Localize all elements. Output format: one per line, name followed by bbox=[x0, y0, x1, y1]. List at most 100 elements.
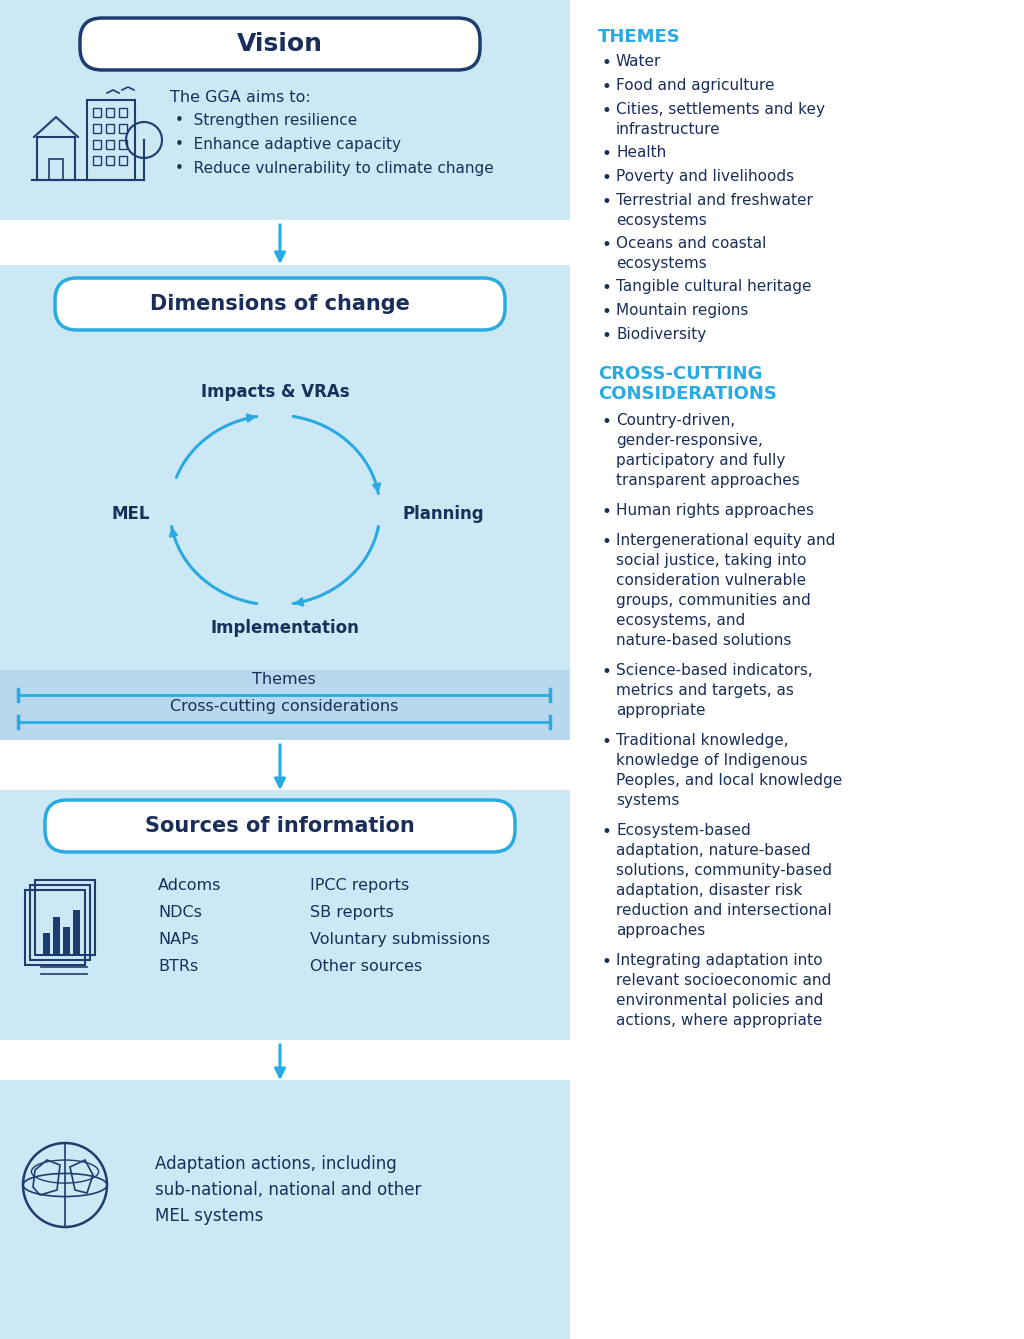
Text: SB reports: SB reports bbox=[310, 905, 394, 920]
Text: •: • bbox=[602, 823, 612, 841]
Bar bbox=[0, 670, 570, 742]
Bar bbox=[30, 885, 90, 960]
Text: Cities, settlements and key: Cities, settlements and key bbox=[616, 102, 825, 116]
Text: Sources of information: Sources of information bbox=[145, 815, 415, 836]
Bar bbox=[106, 141, 114, 149]
Text: •  Enhance adaptive capacity: • Enhance adaptive capacity bbox=[175, 137, 401, 153]
Text: Integrating adaptation into: Integrating adaptation into bbox=[616, 953, 822, 968]
Bar bbox=[119, 108, 127, 116]
Text: •  Strengthen resilience: • Strengthen resilience bbox=[175, 112, 357, 129]
Text: Terrestrial and freshwater: Terrestrial and freshwater bbox=[616, 193, 813, 208]
Bar bbox=[37, 137, 75, 179]
Bar bbox=[63, 927, 70, 955]
Text: consideration vulnerable: consideration vulnerable bbox=[616, 573, 806, 588]
Text: participatory and fully: participatory and fully bbox=[616, 453, 785, 469]
Bar bbox=[35, 880, 95, 955]
Text: Intergenerational equity and: Intergenerational equity and bbox=[616, 533, 836, 548]
Text: appropriate: appropriate bbox=[616, 703, 706, 718]
Text: IPCC reports: IPCC reports bbox=[310, 878, 410, 893]
Bar bbox=[73, 911, 80, 955]
Text: Themes: Themes bbox=[252, 672, 315, 687]
Text: •: • bbox=[602, 303, 612, 321]
Bar bbox=[0, 1040, 570, 1082]
Text: •: • bbox=[602, 327, 612, 345]
Text: Other sources: Other sources bbox=[310, 959, 422, 973]
Text: approaches: approaches bbox=[616, 923, 706, 939]
Bar bbox=[93, 157, 101, 165]
Bar bbox=[93, 108, 101, 116]
Text: •: • bbox=[602, 663, 612, 682]
Text: •: • bbox=[602, 193, 612, 212]
Text: Peoples, and local knowledge: Peoples, and local knowledge bbox=[616, 773, 843, 787]
Text: Human rights approaches: Human rights approaches bbox=[616, 503, 814, 518]
Text: relevant socioeconomic and: relevant socioeconomic and bbox=[616, 973, 831, 988]
Bar bbox=[0, 220, 570, 268]
Text: Oceans and coastal: Oceans and coastal bbox=[616, 236, 766, 250]
Text: Traditional knowledge,: Traditional knowledge, bbox=[616, 732, 788, 749]
Text: •: • bbox=[602, 503, 612, 521]
Text: Vision: Vision bbox=[237, 32, 323, 56]
Text: MEL systems: MEL systems bbox=[155, 1206, 263, 1225]
Bar bbox=[119, 125, 127, 133]
Text: Adcoms: Adcoms bbox=[158, 878, 221, 893]
Text: Tangible cultural heritage: Tangible cultural heritage bbox=[616, 279, 811, 295]
Text: ecosystems, and: ecosystems, and bbox=[616, 613, 745, 628]
Text: BTRs: BTRs bbox=[158, 959, 199, 973]
Text: •: • bbox=[602, 732, 612, 751]
Text: Water: Water bbox=[616, 54, 662, 70]
Text: •  Reduce vulnerability to climate change: • Reduce vulnerability to climate change bbox=[175, 161, 494, 175]
Text: Planning: Planning bbox=[402, 505, 483, 524]
Text: •: • bbox=[602, 78, 612, 96]
Text: knowledge of Indigenous: knowledge of Indigenous bbox=[616, 753, 808, 769]
Bar bbox=[106, 125, 114, 133]
Text: environmental policies and: environmental policies and bbox=[616, 994, 823, 1008]
Bar bbox=[93, 141, 101, 149]
Text: CONSIDERATIONS: CONSIDERATIONS bbox=[598, 386, 777, 403]
Text: •: • bbox=[602, 953, 612, 971]
FancyBboxPatch shape bbox=[45, 799, 515, 852]
Bar bbox=[0, 790, 570, 1040]
Text: •: • bbox=[602, 54, 612, 72]
Text: Voluntary submissions: Voluntary submissions bbox=[310, 932, 490, 947]
Bar bbox=[25, 890, 85, 965]
FancyBboxPatch shape bbox=[55, 279, 505, 329]
Text: ecosystems: ecosystems bbox=[616, 213, 707, 228]
Text: Dimensions of change: Dimensions of change bbox=[151, 295, 410, 315]
Text: groups, communities and: groups, communities and bbox=[616, 593, 811, 608]
Text: THEMES: THEMES bbox=[598, 28, 681, 46]
Text: Ecosystem-based: Ecosystem-based bbox=[616, 823, 751, 838]
Bar bbox=[0, 1081, 570, 1339]
Bar bbox=[0, 265, 570, 675]
Bar bbox=[0, 0, 570, 220]
Text: •: • bbox=[602, 236, 612, 254]
Bar bbox=[93, 125, 101, 133]
Text: adaptation, nature-based: adaptation, nature-based bbox=[616, 844, 811, 858]
Text: •: • bbox=[602, 169, 612, 187]
Text: systems: systems bbox=[616, 793, 679, 807]
Text: Impacts & VRAs: Impacts & VRAs bbox=[201, 383, 349, 400]
Bar bbox=[0, 740, 570, 791]
Text: Science-based indicators,: Science-based indicators, bbox=[616, 663, 813, 678]
Text: sub-national, national and other: sub-national, national and other bbox=[155, 1181, 421, 1198]
Text: ecosystems: ecosystems bbox=[616, 256, 707, 270]
Text: social justice, taking into: social justice, taking into bbox=[616, 553, 807, 568]
Text: Adaptation actions, including: Adaptation actions, including bbox=[155, 1156, 396, 1173]
Text: Health: Health bbox=[616, 145, 667, 159]
Bar bbox=[119, 157, 127, 165]
Text: actions, where appropriate: actions, where appropriate bbox=[616, 1014, 822, 1028]
Text: •: • bbox=[602, 533, 612, 552]
Text: •: • bbox=[602, 279, 612, 297]
Bar bbox=[106, 108, 114, 116]
Bar bbox=[119, 141, 127, 149]
Text: adaptation, disaster risk: adaptation, disaster risk bbox=[616, 882, 802, 898]
Text: MEL: MEL bbox=[112, 505, 150, 524]
Bar bbox=[87, 100, 135, 179]
Text: reduction and intersectional: reduction and intersectional bbox=[616, 902, 831, 919]
Text: Cross-cutting considerations: Cross-cutting considerations bbox=[170, 699, 398, 714]
Text: The GGA aims to:: The GGA aims to: bbox=[170, 90, 310, 104]
Text: •: • bbox=[602, 102, 612, 121]
Text: transparent approaches: transparent approaches bbox=[616, 473, 800, 487]
Text: Food and agriculture: Food and agriculture bbox=[616, 78, 774, 92]
Text: nature-based solutions: nature-based solutions bbox=[616, 633, 792, 648]
Text: •: • bbox=[602, 412, 612, 431]
